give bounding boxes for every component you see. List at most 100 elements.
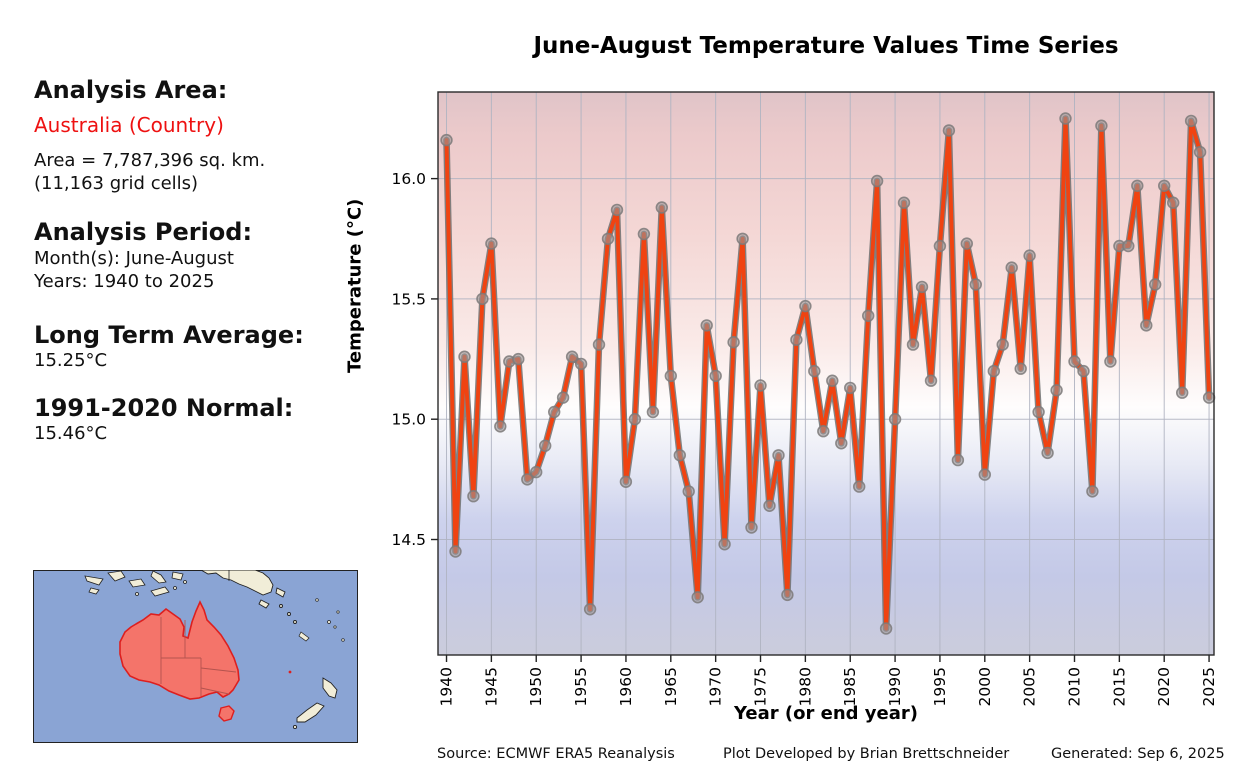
new-guinea: [200, 570, 297, 624]
data-point-marker: [1104, 355, 1117, 368]
data-point-marker: [772, 449, 785, 462]
data-point-marker: [1122, 239, 1135, 253]
data-point-marker: [601, 232, 615, 246]
data-point-marker: [646, 405, 660, 419]
long-term-average-value: 15.25°C: [34, 350, 108, 371]
x-tick-label: 1975: [752, 667, 770, 706]
data-point-marker: [592, 338, 606, 351]
data-point-marker: [852, 480, 866, 493]
data-point-marker: [861, 309, 875, 322]
data-point-marker: [610, 203, 624, 217]
x-tick-label: 1945: [482, 667, 500, 706]
area-size-line1: Area = 7,787,396 sq. km.: [34, 150, 266, 171]
data-point-marker: [574, 357, 588, 371]
data-point-marker: [628, 413, 642, 426]
data-point-marker: [951, 453, 965, 467]
data-point-marker: [655, 201, 668, 214]
data-point-marker: [1050, 384, 1063, 397]
data-point-marker: [682, 485, 695, 498]
x-tick-label: 2025: [1200, 667, 1218, 706]
x-tick-label: 2015: [1110, 667, 1128, 706]
data-point-marker: [1131, 179, 1144, 193]
x-tick-label: 1965: [662, 667, 680, 706]
data-point-marker: [879, 622, 893, 635]
long-term-average-heading: Long Term Average:: [34, 321, 304, 349]
data-point-marker: [691, 591, 704, 604]
data-point-marker: [924, 374, 938, 387]
data-point-marker: [969, 278, 982, 291]
data-point-marker: [790, 333, 803, 346]
x-tick-label: 1985: [841, 667, 859, 706]
data-point-marker: [556, 391, 570, 404]
data-point-marker: [933, 239, 947, 253]
data-point-marker: [494, 420, 507, 433]
data-point-marker: [619, 475, 633, 488]
australia-shape: [119, 600, 292, 722]
x-tick-label: 1950: [527, 667, 545, 706]
data-point-marker: [960, 237, 973, 250]
data-point-marker: [843, 381, 857, 395]
data-point-marker: [512, 352, 525, 366]
data-point-marker: [449, 545, 462, 558]
data-point-marker: [1068, 355, 1081, 368]
data-point-marker: [673, 449, 686, 462]
data-point-marker: [1202, 391, 1216, 404]
data-point-marker: [1059, 112, 1072, 125]
footer-generated: Generated: Sep 6, 2025: [1051, 746, 1225, 762]
data-point-marker: [1095, 119, 1108, 132]
data-point-marker: [826, 374, 839, 387]
data-point-marker: [1077, 364, 1090, 378]
x-tick-label: 1970: [707, 667, 725, 706]
data-point-marker: [1023, 249, 1036, 262]
data-point-marker: [485, 237, 498, 250]
plot-border: [437, 91, 1215, 656]
data-point-marker: [565, 350, 579, 363]
data-point-marker: [870, 174, 884, 188]
analysis-period-heading: Analysis Period:: [34, 218, 253, 246]
data-point-marker: [718, 538, 731, 551]
data-point-marker: [521, 473, 534, 486]
data-point-marker: [1005, 261, 1018, 274]
data-point-marker: [709, 369, 722, 383]
data-point-marker: [529, 465, 543, 479]
lord-howe-dot: [288, 670, 292, 674]
y-tick-label: 15.0: [391, 411, 426, 429]
data-point-marker: [763, 499, 776, 512]
data-point-marker: [458, 350, 471, 363]
normal-heading: 1991-2020 Normal:: [34, 394, 294, 422]
x-tick-label: 2010: [1065, 667, 1083, 706]
data-point-marker: [897, 196, 911, 209]
data-point-marker: [745, 521, 758, 534]
x-tick-label: 1980: [796, 667, 814, 706]
data-point-marker: [1184, 114, 1198, 128]
indonesia-islands: [84, 570, 187, 597]
data-point-marker: [799, 299, 812, 313]
data-point-marker: [1157, 179, 1171, 193]
data-point-marker: [583, 603, 597, 616]
data-point-marker: [906, 338, 920, 351]
data-point-marker: [754, 379, 767, 392]
x-tick-label: 1955: [572, 667, 590, 706]
data-point-marker: [942, 124, 956, 137]
chart-title: June-August Temperature Values Time Seri…: [533, 33, 1119, 59]
y-tick-label: 16.0: [391, 170, 426, 188]
data-point-marker: [538, 439, 552, 452]
pacific-islands: [298, 598, 345, 642]
x-tick-label: 1960: [617, 667, 635, 706]
x-tick-label: 2000: [976, 667, 994, 706]
data-point-marker: [1193, 145, 1207, 159]
data-point-marker: [781, 588, 794, 602]
data-point-marker: [1032, 405, 1045, 419]
data-point-marker: [978, 468, 991, 481]
x-axis-label: Year (or end year): [734, 703, 918, 724]
data-point-marker: [700, 319, 713, 332]
data-point-marker: [736, 232, 749, 246]
area-size-line2: (11,163 grid cells): [34, 173, 199, 194]
data-point-marker: [1148, 278, 1162, 291]
data-point-marker: [440, 133, 453, 147]
x-tick-label: 1995: [931, 667, 949, 706]
data-point-marker: [1166, 196, 1180, 209]
data-point-marker: [1175, 386, 1189, 399]
data-point-marker: [817, 425, 830, 438]
